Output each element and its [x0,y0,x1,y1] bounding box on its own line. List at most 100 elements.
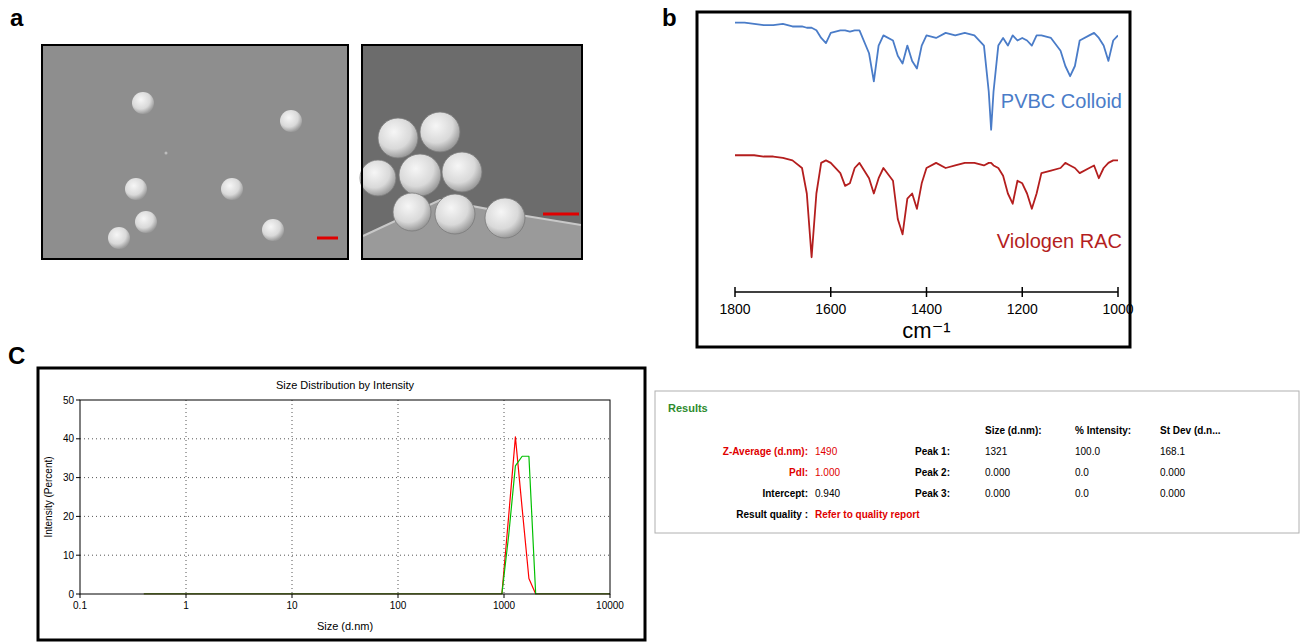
sem-particle [108,227,130,249]
scale-bar [543,213,579,216]
x-tick-label: 1 [183,600,189,611]
sem-particle [125,178,147,200]
sem-image-left [42,45,348,259]
sem-particle [221,178,243,200]
grid-line [186,400,187,594]
peak-value: 0.000 [985,467,1010,478]
sem-particle [442,152,482,192]
row-label: Z-Average (d.nm): [723,446,808,457]
table-frame [655,391,1299,533]
x-tick [398,594,399,598]
grid-line [292,400,293,594]
x-tick-label: 10 [286,600,298,611]
peak-value: 0.000 [985,488,1010,499]
sem-particle [399,154,441,196]
y-axis-title: Intensity (Percent) [43,456,54,537]
dls-panel: Size Distribution by Intensity0.11101001… [38,368,645,640]
x-tick-label: 1400 [911,301,942,317]
sem-speck [165,152,168,155]
x-tick-label: 10000 [596,600,624,611]
x-tick [186,594,187,598]
x-tick-label: 0.1 [73,600,87,611]
peak-value: 168.1 [1160,446,1185,457]
panel-letter: b [662,4,677,31]
peak-label: Peak 2: [915,467,950,478]
x-tick-label: 100 [390,600,407,611]
series-line [144,437,610,594]
ftir-panel: 18001600140012001000cm⁻¹PVBC ColloidViol… [697,12,1134,347]
x-tick [610,594,611,598]
peak-value: 0.000 [1160,467,1185,478]
x-tick [1022,287,1024,297]
y-tick-label: 0 [68,589,74,600]
sem-particle [280,110,302,132]
row-label: Result quality : [736,509,808,520]
series-group [144,437,610,594]
series-label: Viologen RAC [997,230,1122,252]
y-tick-label: 10 [63,550,75,561]
peak-value: 0.0 [1075,467,1089,478]
sem-frame [362,45,582,259]
series-line [735,23,1118,130]
sem-particle [435,194,475,234]
series-group [735,23,1118,258]
sem-particle [135,211,157,233]
column-head: % Intensity: [1075,425,1131,436]
peak-value: 0.000 [1160,488,1185,499]
y-tick [76,516,80,517]
figure: abC18001600140012001000cm⁻¹PVBC ColloidV… [0,0,1304,643]
row-value: 0.940 [815,488,840,499]
y-tick-label: 30 [63,472,75,483]
results-table: Results Size (d.nm): % Intensity: St Dev (d… [655,391,1299,533]
x-axis-title: Size (d.nm) [317,620,373,632]
row-value: 1490 [815,446,838,457]
column-head: Size (d.nm): [985,425,1042,436]
peak-value: 1321 [985,446,1008,457]
sem-particle [360,160,396,196]
row-label: Intercept: [762,488,808,499]
x-tick [1117,287,1119,297]
panel-letter: C [8,342,25,369]
x-tick-label: 1000 [1102,301,1133,317]
y-tick [76,438,80,439]
y-tick-label: 50 [63,395,75,406]
x-tick-label: 1000 [493,600,516,611]
grid-line [398,400,399,594]
row-label: PdI: [789,467,808,478]
sem-image-right [362,45,582,259]
sem-particle [420,112,460,152]
row-value: Refer to quality report [815,509,920,520]
sem-particle [393,193,431,231]
series-line [144,456,610,594]
column-head: St Dev (d.n... [1160,425,1221,436]
peak-value: 0.0 [1075,488,1089,499]
x-tick [80,594,81,598]
table-title: Results [668,402,708,414]
sem-particle [132,92,154,114]
panel-letter: a [10,4,24,31]
x-tick-label: 1800 [719,301,750,317]
plot-frame [80,400,610,594]
grid-line [80,516,610,517]
y-tick [76,555,80,556]
panel-frame [38,368,645,640]
panel-frame [697,12,1130,347]
scale-bar [317,237,338,240]
chart-title: Size Distribution by Intensity [276,379,415,391]
x-tick-label: 1200 [1007,301,1038,317]
x-tick [734,287,736,297]
y-tick [76,594,80,595]
y-tick-label: 40 [63,433,75,444]
row-value: 1.000 [815,467,840,478]
x-tick [292,594,293,598]
x-tick [926,287,928,297]
grid-line [80,555,610,556]
sem-images [42,45,582,259]
sem-particle [485,198,525,238]
peak-value: 100.0 [1075,446,1100,457]
peak-label: Peak 3: [915,488,950,499]
series-label: PVBC Colloid [1001,90,1122,112]
sem-particle [262,219,284,241]
grid-line [80,438,610,439]
y-tick-label: 20 [63,511,75,522]
